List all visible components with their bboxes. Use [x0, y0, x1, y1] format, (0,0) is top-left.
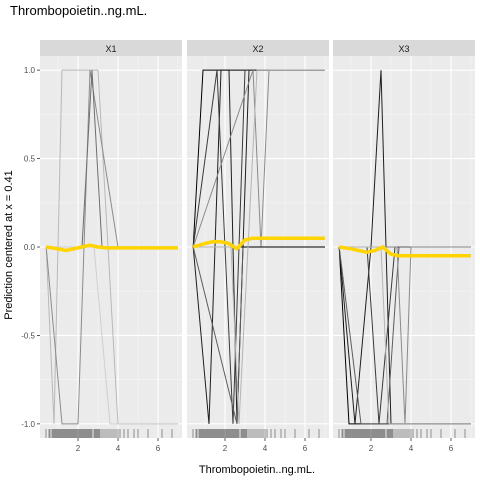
facet-strip-label: X2 [252, 44, 263, 54]
facet-panel: X1 2 4 6 -1.0 -0.5 0.0 0.5 1.0 [21, 40, 182, 453]
facet-strip-label: X1 [105, 44, 116, 54]
ice-line [193, 69, 325, 424]
x-tick-label: 6 [156, 444, 161, 453]
y-tick-label: -0.5 [21, 331, 35, 340]
x-tick-label: 4 [116, 444, 121, 453]
chart-title: Thrombopoietin..ng.mL. [10, 3, 147, 18]
x-tick-label: 6 [449, 444, 454, 453]
facet-strip-label: X3 [398, 44, 409, 54]
facet-panel: X3 2 4 6 [333, 40, 475, 453]
facet-strip [187, 40, 329, 56]
y-tick-label: 0.5 [24, 155, 36, 164]
x-tick-label: 4 [263, 444, 268, 453]
pdp-line [45, 243, 178, 253]
y-tick-label: -1.0 [21, 420, 35, 429]
facet-panel: X2 2 4 6 [187, 40, 329, 453]
y-tick-label: 0.0 [24, 243, 36, 252]
x-tick-label: 6 [303, 444, 308, 453]
facet-strip [333, 40, 475, 56]
y-axis-label: Prediction centered at x = 0.41 [3, 170, 15, 320]
pdp-line [338, 245, 471, 258]
x-tick-label: 2 [76, 444, 81, 453]
y-tick-label: 1.0 [24, 66, 36, 75]
x-tick-label: 2 [369, 444, 374, 453]
pdp-line [192, 236, 325, 251]
x-tick-label: 2 [223, 444, 228, 453]
x-tick-label: 4 [409, 444, 414, 453]
facet-panels: X1 2 4 6 -1.0 -0.5 0.0 0.5 1.0 X2 2 4 6 X3 2 4 6 [21, 40, 475, 453]
facet-strip [40, 40, 182, 56]
ice-line [339, 246, 471, 425]
x-axis-label: Thrombopoietin..ng.mL. [199, 464, 315, 476]
